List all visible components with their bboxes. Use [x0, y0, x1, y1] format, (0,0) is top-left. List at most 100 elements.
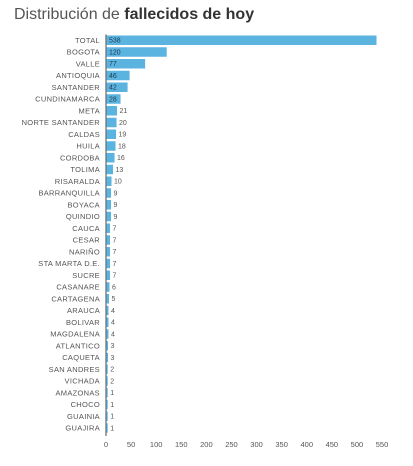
- category-label: VICHADA: [65, 377, 100, 386]
- data-label: 46: [109, 73, 117, 80]
- bar: [106, 141, 116, 151]
- category-label: QUINDIO: [66, 212, 100, 221]
- bar: [106, 70, 130, 81]
- x-tick-label: 300: [250, 440, 263, 449]
- bar: [106, 329, 109, 339]
- data-label: 4: [111, 331, 115, 338]
- data-label: 9: [114, 214, 118, 221]
- bar: [106, 411, 108, 421]
- data-label: 5: [112, 296, 116, 303]
- data-label: 28: [109, 96, 117, 103]
- category-label: ANTIOQUIA: [56, 71, 100, 80]
- category-label: RISARALDA: [55, 177, 100, 186]
- chart-title-bold: fallecidos de hoy: [124, 6, 255, 23]
- data-label: 7: [113, 226, 117, 233]
- category-label: CORDOBA: [60, 153, 100, 162]
- bar: [106, 352, 109, 363]
- data-label: 2: [110, 367, 114, 374]
- category-label: SANTANDER: [52, 83, 101, 92]
- category-label: AMAZONAS: [56, 388, 101, 397]
- category-label: NARIÑO: [69, 247, 100, 256]
- data-label: 77: [109, 61, 117, 68]
- data-label: 3: [111, 343, 115, 350]
- category-label: CAQUETA: [62, 353, 100, 362]
- chart-title: Distribución de fallecidos de hoy: [14, 6, 254, 24]
- x-tick-label: 200: [200, 440, 213, 449]
- data-label: 7: [113, 261, 117, 268]
- data-label: 120: [109, 49, 121, 56]
- bar: [106, 282, 110, 292]
- bar: [106, 153, 115, 163]
- data-label: 2: [110, 378, 114, 385]
- data-label: 10: [114, 179, 122, 186]
- category-label: SAN ANDRES: [49, 365, 100, 374]
- bar: [106, 176, 112, 186]
- chart-title-prefix: Distribución de: [14, 6, 125, 23]
- category-label: CALDAS: [68, 130, 100, 139]
- bar: [106, 294, 110, 304]
- bar: [106, 258, 111, 269]
- data-label: 538: [109, 38, 121, 45]
- bar: [106, 235, 111, 245]
- data-label: 7: [113, 237, 117, 244]
- category-label: MAGDALENA: [50, 330, 100, 339]
- data-label: 9: [114, 202, 118, 209]
- bar: [106, 200, 112, 210]
- data-label: 7: [113, 249, 117, 256]
- bar: [106, 188, 112, 198]
- bar: [106, 341, 109, 351]
- data-label: 1: [110, 425, 114, 432]
- category-label: TOTAL: [75, 36, 100, 45]
- data-label: 18: [118, 143, 126, 150]
- category-label: META: [79, 106, 100, 115]
- data-label: 9: [114, 190, 118, 197]
- category-label: CASANARE: [56, 283, 100, 292]
- bar: [106, 59, 146, 69]
- data-label: 42: [109, 85, 117, 92]
- category-label: BARRANQUILLA: [38, 189, 100, 198]
- category-label: GUAJIRA: [65, 424, 100, 433]
- category-label: NORTE SANTANDER: [22, 118, 101, 127]
- bar: [106, 270, 111, 280]
- bar: [106, 317, 109, 327]
- category-label: SUCRE: [72, 271, 100, 280]
- data-label: 16: [117, 155, 125, 162]
- x-tick-label: 450: [326, 440, 339, 449]
- x-tick-label: 350: [275, 440, 288, 449]
- bar: [106, 35, 377, 45]
- category-label: CESAR: [73, 236, 101, 245]
- category-label: HUILA: [76, 142, 100, 151]
- data-label: 21: [120, 108, 128, 115]
- category-label: BOGOTA: [67, 48, 100, 57]
- bar: [106, 47, 167, 57]
- bar: [106, 223, 111, 233]
- x-tick-label: 0: [104, 440, 108, 449]
- data-label: 20: [119, 120, 127, 127]
- category-label: ARAUCA: [67, 306, 100, 315]
- category-label: TOLIMA: [70, 165, 100, 174]
- bar: [106, 129, 117, 139]
- x-tick-label: 250: [225, 440, 238, 449]
- bar: [106, 94, 121, 104]
- category-label: CARTAGENA: [51, 294, 100, 303]
- x-tick-label: 50: [127, 440, 135, 449]
- x-tick-label: 550: [376, 440, 389, 449]
- data-label: 1: [110, 414, 114, 421]
- category-label: GUAINIA: [67, 412, 100, 421]
- category-label: CHOCO: [71, 400, 100, 409]
- category-label: ATLANTICO: [56, 341, 100, 350]
- data-label: 13: [116, 167, 124, 174]
- data-label: 19: [119, 132, 127, 139]
- bar: [106, 82, 128, 92]
- x-tick-label: 100: [150, 440, 163, 449]
- bar: [106, 305, 109, 316]
- bar: [106, 247, 111, 257]
- data-label: 1: [110, 402, 114, 409]
- bar: [106, 423, 108, 433]
- bar: [106, 211, 112, 222]
- category-label: BOLIVAR: [66, 318, 100, 327]
- data-label: 4: [111, 308, 115, 315]
- category-label: STA MARTA D.E.: [38, 259, 100, 268]
